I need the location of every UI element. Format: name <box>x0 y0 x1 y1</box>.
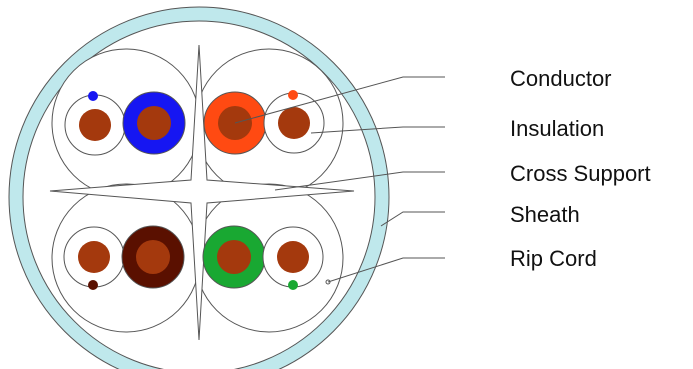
white-orange-wire-conductor <box>278 107 310 139</box>
insulation-leader-line <box>310 126 445 134</box>
conductor-leader-line <box>234 76 445 124</box>
cross-support-label: Cross Support <box>510 161 651 186</box>
white-brown-wire-conductor <box>78 241 110 273</box>
brown-stripe-marker <box>88 280 98 290</box>
cross-support <box>49 44 355 341</box>
white-blue-wire-conductor <box>79 109 111 141</box>
green-stripe-marker <box>288 280 298 290</box>
rip-cord-label: Rip Cord <box>510 246 597 271</box>
blue-wire-conductor <box>137 106 171 140</box>
cross-support-leader-line <box>274 171 445 191</box>
brown-wire-conductor <box>136 240 170 274</box>
sheath-label: Sheath <box>510 202 580 227</box>
white-green-wire-conductor <box>277 241 309 273</box>
rip-cord-leader-line <box>327 257 445 283</box>
green-wire-conductor <box>217 240 251 274</box>
blue-stripe-marker <box>88 91 98 101</box>
orange-stripe-marker <box>288 90 298 100</box>
conductor-label: Conductor <box>510 66 612 91</box>
insulation-label: Insulation <box>510 116 604 141</box>
sheath-leader-line <box>380 211 445 227</box>
